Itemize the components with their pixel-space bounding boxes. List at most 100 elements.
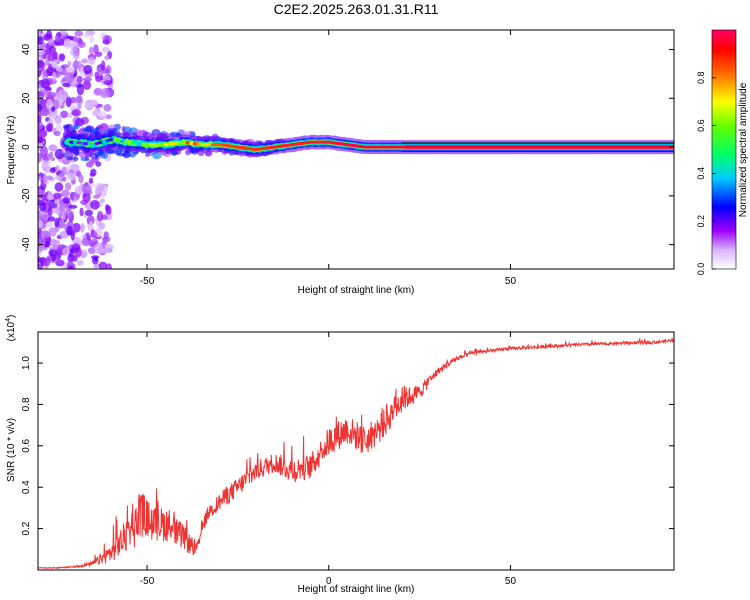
- spectrogram-noise-blob: [53, 131, 61, 137]
- spectrogram-noise-blob: [97, 69, 104, 75]
- spectrogram-noise-blob: [60, 110, 69, 119]
- snr-series-line: [38, 337, 674, 569]
- spectrogram-noise-blob: [64, 72, 74, 84]
- spectrogram-noise-blob: [51, 71, 57, 81]
- spectrogram-noise-blob: [100, 87, 111, 97]
- spectrogram-x-tick-label: -50: [140, 276, 155, 287]
- spectrogram-noise-blob: [66, 225, 73, 236]
- spectrogram-noise-blob: [103, 103, 112, 112]
- snr-frame: [37, 331, 675, 571]
- spectrogram-noise-blob: [79, 207, 84, 217]
- spectrogram-noise-blob: [72, 222, 81, 233]
- spectrogram-noise-blob: [64, 182, 72, 191]
- spectrogram-noise-blob: [46, 98, 54, 110]
- spectrogram-noise-blob: [47, 63, 53, 73]
- colorbar-frame: [711, 29, 737, 270]
- spectrogram-noise-blob: [98, 222, 106, 230]
- spectrogram-noise-blob: [38, 153, 42, 164]
- spectrogram-noise-blob: [83, 64, 93, 74]
- spectrogram-noise-blob: [47, 122, 54, 133]
- spectrogram-noise-blob: [59, 53, 66, 62]
- spectrogram-noise-blob: [38, 188, 45, 197]
- spectrogram-noise-blob: [38, 114, 42, 125]
- spectrogram-noise-blob: [41, 159, 52, 167]
- spectrogram-scatter: [108, 124, 116, 129]
- spectrogram-noise-blob: [95, 161, 102, 167]
- spectrogram-noise-blob: [42, 258, 51, 267]
- spectrogram-noise-blob: [70, 110, 79, 116]
- spectrogram-y-tick-label: 20: [21, 92, 32, 104]
- spectrogram-noise-blob: [81, 238, 89, 246]
- spectrogram-noise-blob: [38, 90, 45, 102]
- snr-x-label: Height of straight line (km): [298, 584, 415, 595]
- spectrogram-noise-blob: [72, 48, 80, 60]
- spectrogram-y-tick-label: 40: [21, 44, 32, 56]
- spectrogram-noise-blob: [93, 44, 99, 55]
- spectrogram-scatter: [63, 127, 71, 134]
- spectrogram-noise-blob: [67, 254, 75, 263]
- spectrogram-noise-blob: [96, 210, 104, 222]
- spectrogram-noise-blob: [57, 216, 62, 221]
- spectrogram-scatter: [141, 132, 147, 136]
- spectrogram-noise-blob: [42, 70, 47, 77]
- spectrogram-noise-blob: [47, 53, 56, 62]
- spectrogram-noise-blob: [93, 256, 98, 262]
- spectrogram-scatter: [73, 156, 79, 162]
- spectrogram-noise-blob: [98, 261, 108, 269]
- colorbar-tick-label: 0.2: [696, 215, 706, 228]
- spectrogram-noise-blob: [63, 38, 72, 49]
- spectrogram-noise-blob: [48, 249, 58, 257]
- spectrogram-noise-blob: [81, 184, 92, 194]
- colorbar-gradient: [712, 30, 736, 269]
- spectrogram-noise-blob: [54, 182, 64, 192]
- spectrogram-noise-blob: [107, 83, 113, 90]
- spectrogram-scatter: [113, 123, 121, 131]
- colorbar-tick-label: 0.4: [696, 167, 706, 180]
- spectrogram-noise-blob: [87, 56, 96, 65]
- spectrogram-noise-blob: [100, 60, 106, 72]
- spectrogram-scatter: [144, 152, 150, 158]
- spectrogram-noise-blob: [105, 263, 112, 269]
- spectrogram-noise-blob: [88, 46, 94, 55]
- spectrogram-noise-blob: [67, 60, 72, 67]
- spectrogram-marks: [38, 30, 674, 269]
- snr-scale-note: (x104): [5, 315, 17, 342]
- snr-y-tick-label: 0.2: [21, 521, 32, 535]
- spectrogram-noise-blob: [54, 115, 62, 124]
- spectrogram-noise-blob: [42, 178, 49, 185]
- spectrogram-noise-blob: [77, 104, 82, 110]
- spectrogram-noise-blob: [104, 55, 110, 60]
- spectrogram-noise-blob: [48, 144, 58, 152]
- spectrogram-noise-blob: [89, 172, 95, 177]
- snr-x-tick-label: 0: [326, 576, 332, 587]
- snr-y-tick-label: 0.4: [21, 480, 32, 494]
- spectrogram-noise-blob: [55, 259, 65, 267]
- spectrogram-noise-blob: [45, 221, 53, 228]
- spectrogram-noise-blob: [47, 216, 56, 222]
- spectrogram-scatter: [83, 127, 92, 133]
- spectrogram-noise-blob: [104, 244, 113, 254]
- spectrogram-noise-blob: [57, 89, 68, 101]
- spectrogram-noise-blob: [81, 58, 88, 64]
- spectrogram-noise-blob: [54, 175, 62, 180]
- spectrogram-noise-blob: [38, 30, 41, 38]
- spectrogram-y-tick-label: 0: [21, 144, 32, 150]
- spectrogram-noise-blob: [38, 59, 45, 69]
- spectrogram-scatter: [90, 153, 96, 161]
- snr-plot-area: [38, 332, 674, 570]
- spectrogram-noise-blob: [62, 176, 67, 182]
- spectrogram-noise-blob: [54, 217, 60, 228]
- spectrogram-noise-blob: [104, 204, 110, 211]
- snr-y-tick-label: 0.6: [21, 438, 32, 452]
- spectrogram-noise-blob: [48, 227, 57, 237]
- spectrogram-noise-blob: [76, 75, 83, 84]
- spectrogram-scatter: [116, 153, 125, 157]
- spectrogram-noise-blob: [46, 175, 53, 180]
- spectrogram-noise-blob: [105, 114, 112, 120]
- colorbar-label: Normalized spectral amplitude: [738, 82, 749, 217]
- spectrogram-noise-blob: [47, 206, 53, 217]
- spectrogram-noise-blob: [58, 66, 63, 73]
- spectrogram-noise-blob: [82, 80, 92, 90]
- spectrogram-noise-blob: [61, 209, 67, 220]
